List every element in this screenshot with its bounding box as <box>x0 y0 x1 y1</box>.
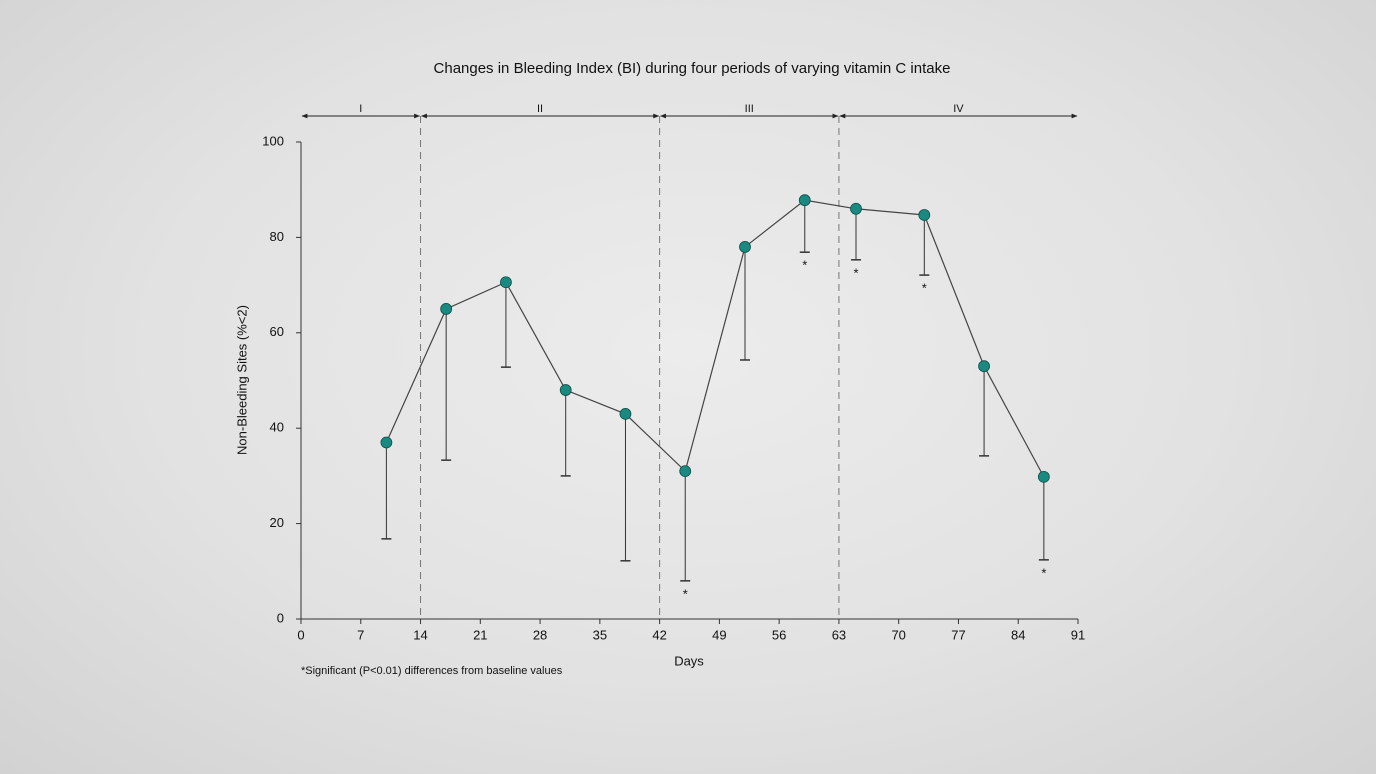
y-tick-label: 0 <box>277 610 284 625</box>
x-tick-label: 49 <box>712 627 726 642</box>
data-point <box>739 241 751 253</box>
x-tick-label: 63 <box>832 627 846 642</box>
y-tick-label: 60 <box>270 324 284 339</box>
y-tick-label: 20 <box>270 515 284 530</box>
y-tick-label: 80 <box>270 229 284 244</box>
x-tick-label: 28 <box>533 627 547 642</box>
data-point <box>500 276 512 289</box>
data-point <box>978 360 990 373</box>
significance-mark: * <box>802 258 807 273</box>
x-tick-label: 42 <box>652 627 666 642</box>
data-point <box>679 465 692 478</box>
x-tick-label: 91 <box>1071 627 1085 642</box>
period-label: III <box>745 103 754 115</box>
data-point <box>1037 470 1050 483</box>
data-point <box>918 209 931 221</box>
x-tick-label: 77 <box>951 627 965 642</box>
x-tick-label: 70 <box>891 627 905 642</box>
significance-mark: * <box>922 281 927 296</box>
significance-mark: * <box>683 586 688 601</box>
y-tick-label: 40 <box>270 420 284 435</box>
period-label: II <box>537 103 543 115</box>
data-line <box>385 199 1045 478</box>
period-label: I <box>359 103 362 115</box>
data-point <box>619 407 632 420</box>
period-label: IV <box>953 103 964 115</box>
data-point <box>798 194 811 207</box>
y-axis-label: Non-Bleeding Sites (%<2) <box>234 305 249 455</box>
x-tick-label: 0 <box>297 627 304 642</box>
x-axis-label: Days <box>674 653 704 668</box>
y-tick-label: 100 <box>262 133 284 148</box>
data-point <box>559 384 572 396</box>
data-point <box>380 436 393 449</box>
x-tick-label: 35 <box>593 627 607 642</box>
chart-title: Changes in Bleeding Index (BI) during fo… <box>434 60 951 77</box>
x-tick-label: 84 <box>1011 627 1025 642</box>
significance-mark: * <box>1041 565 1046 580</box>
x-tick-label: 56 <box>772 627 786 642</box>
x-tick-label: 21 <box>473 627 487 642</box>
footnote: *Significant (P<0.01) differences from b… <box>301 665 563 677</box>
significance-mark: * <box>853 265 858 280</box>
data-point <box>440 303 453 315</box>
x-tick-label: 7 <box>357 627 364 642</box>
x-tick-label: 14 <box>413 627 427 642</box>
data-point <box>850 202 862 215</box>
